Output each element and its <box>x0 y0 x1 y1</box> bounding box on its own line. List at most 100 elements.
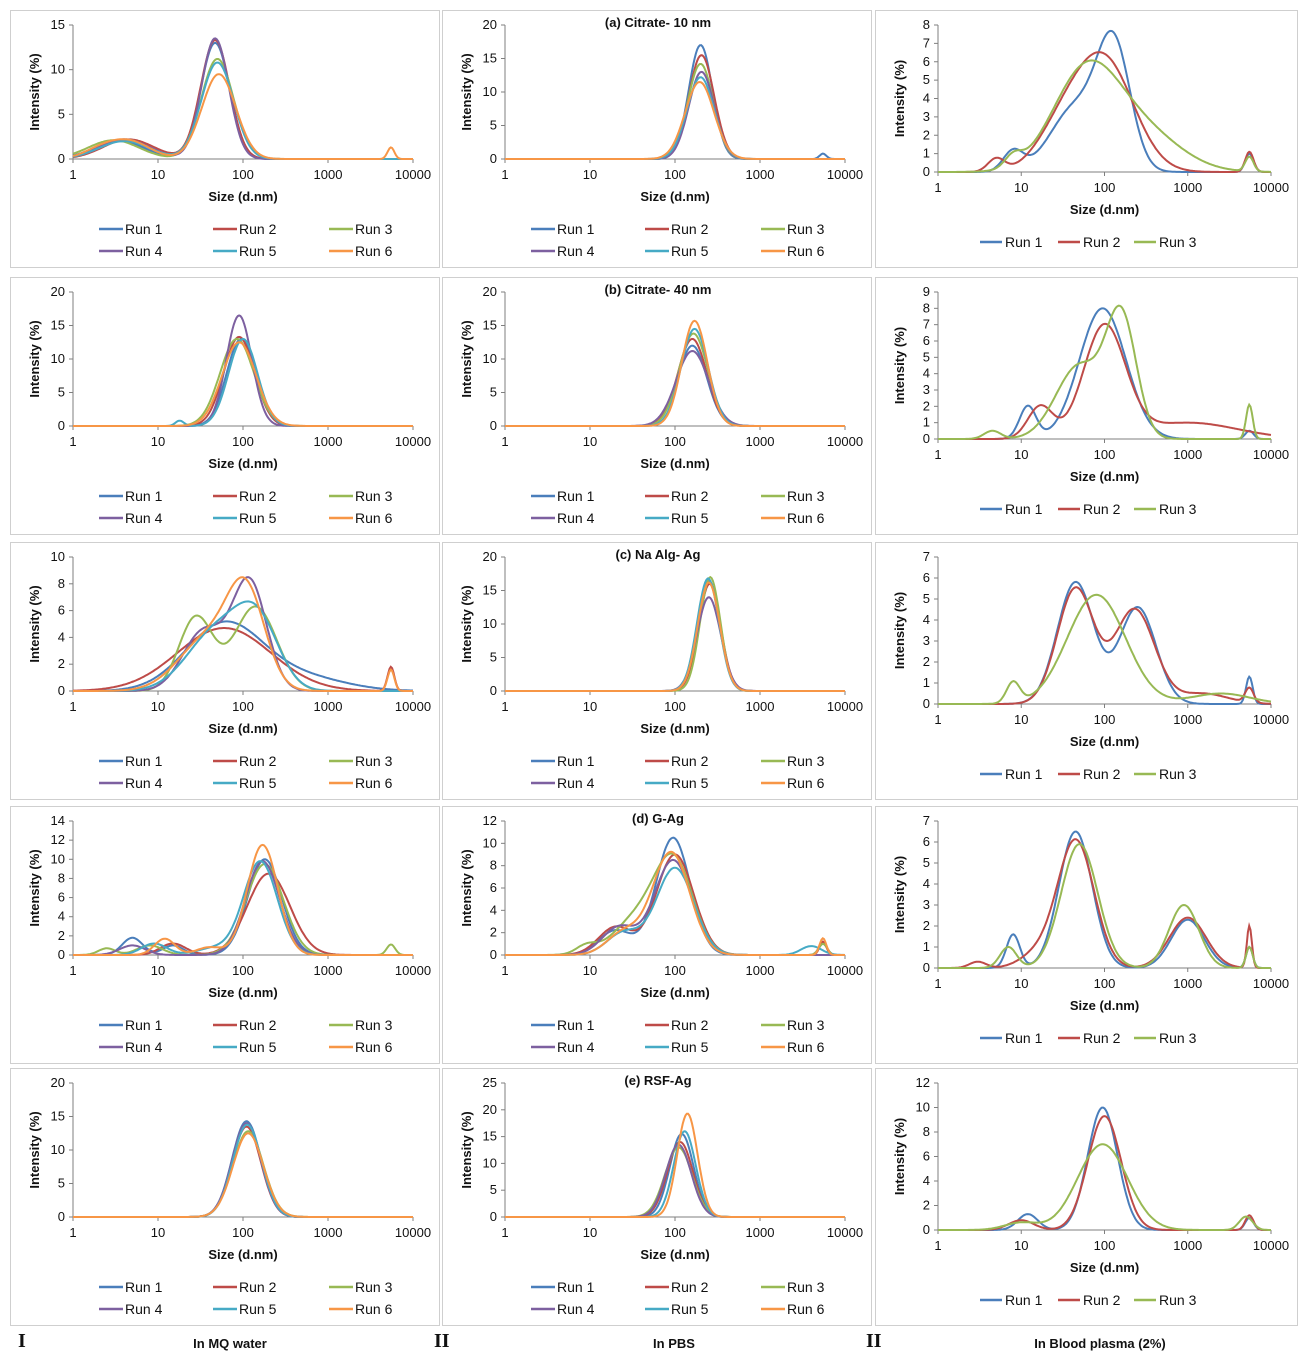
y-tick-label: 15 <box>51 318 65 333</box>
legend-label: Run 6 <box>355 1039 393 1055</box>
series-line-run-3 <box>938 304 1271 440</box>
series-line-run-1 <box>73 338 413 427</box>
y-tick-label: 12 <box>916 1075 930 1090</box>
legend-label: Run 4 <box>557 510 595 526</box>
y-tick-label: 4 <box>58 629 65 644</box>
x-tick-label: 10 <box>151 699 165 714</box>
legend-label: Run 3 <box>1159 501 1197 517</box>
x-tick-label: 10000 <box>1253 712 1289 727</box>
x-tick-label: 1000 <box>746 167 775 182</box>
x-tick-label: 10000 <box>395 963 431 978</box>
x-axis-label: Size (d.nm) <box>1070 734 1139 749</box>
column-label-blood-plasma: In Blood plasma (2%) <box>1034 1336 1166 1351</box>
chart-svg: 0 2 4 6 8 10 12 1 10 100 1000 10000 Size (d.nm) Inten… <box>892 1075 1289 1308</box>
legend-label: Run 2 <box>239 221 277 237</box>
legend-label: Run 4 <box>557 243 595 259</box>
y-tick-label: 14 <box>51 813 65 828</box>
legend-label: Run 2 <box>239 488 277 504</box>
series-line-run-5 <box>505 577 845 692</box>
y-tick-label: 2 <box>923 398 930 413</box>
legend-label: Run 3 <box>1159 1292 1197 1308</box>
legend-label: Run 6 <box>787 243 825 259</box>
legend-label: Run 5 <box>671 243 709 259</box>
legend-label: Run 3 <box>355 1279 393 1295</box>
x-tick-label: 100 <box>664 963 686 978</box>
legend-label: Run 6 <box>355 510 393 526</box>
chart-title: (c) Na Alg- Ag <box>616 547 701 562</box>
x-axis-label: Size (d.nm) <box>640 721 709 736</box>
x-tick-label: 10 <box>1014 1238 1028 1253</box>
x-axis-label: Size (d.nm) <box>1070 202 1139 217</box>
legend-label: Run 6 <box>787 775 825 791</box>
y-tick-label: 6 <box>923 1149 930 1164</box>
y-tick-label: 8 <box>490 858 497 873</box>
x-tick-label: 10 <box>583 963 597 978</box>
series-line-run-2 <box>505 582 845 692</box>
chart-panel-r5-c3: 0 2 4 6 8 10 12 1 10 100 1000 10000 Size (d.nm) Inten… <box>875 1068 1298 1326</box>
chart-svg: 0 5 10 15 20 1 10 100 1000 10000 Size (d.nm) Intens… <box>27 284 431 526</box>
y-tick-label: 1 <box>923 675 930 690</box>
y-tick-label: 2 <box>58 928 65 943</box>
legend-label: Run 5 <box>671 775 709 791</box>
chart-svg: 0 5 10 15 1 10 100 1000 10000 Size (d.nm) Intensit… <box>27 17 431 259</box>
y-tick-label: 0 <box>490 151 497 166</box>
x-tick-label: 10 <box>1014 180 1028 195</box>
x-tick-label: 100 <box>232 1225 254 1240</box>
y-tick-label: 0 <box>923 431 930 446</box>
series-line-run-3 <box>938 593 1272 705</box>
series-line-run-1 <box>938 29 1271 173</box>
legend-label: Run 1 <box>557 488 595 504</box>
x-tick-label: 1000 <box>1173 447 1202 462</box>
y-tick-label: 15 <box>51 1109 65 1124</box>
y-tick-label: 7 <box>923 317 930 332</box>
chart-svg: 0 2 4 6 8 10 1 10 100 1000 10000 Size (d.nm) Intensi… <box>27 549 431 791</box>
legend-label: Run 6 <box>355 243 393 259</box>
y-tick-label: 1 <box>923 146 930 161</box>
y-tick-label: 6 <box>923 333 930 348</box>
x-tick-label: 100 <box>1094 180 1116 195</box>
y-tick-label: 6 <box>923 834 930 849</box>
x-tick-label: 1 <box>69 1225 76 1240</box>
chart-panel-r5-c1: 0 5 10 15 20 1 10 100 1000 10000 Size (d.nm) Intens… <box>10 1068 440 1326</box>
chart-panel-r3-c3: 0 1 2 3 4 5 6 7 1 10 100 1000 10000 Size (d.nm) Intens… <box>875 542 1298 800</box>
y-tick-label: 20 <box>483 284 497 299</box>
legend-label: Run 6 <box>787 1039 825 1055</box>
x-tick-label: 100 <box>232 434 254 449</box>
y-tick-label: 4 <box>923 612 930 627</box>
x-tick-label: 1 <box>69 434 76 449</box>
series-line-run-2 <box>73 335 413 427</box>
chart-svg: 01 234 567 89 1 10 100 1000 10000 Size (d.nm) Inte… <box>892 284 1289 517</box>
series-line-run-6 <box>505 80 845 160</box>
x-axis-label: Size (d.nm) <box>208 721 277 736</box>
legend-label: Run 3 <box>1159 766 1197 782</box>
x-tick-label: 100 <box>664 699 686 714</box>
x-tick-label: 10000 <box>395 167 431 182</box>
y-tick-label: 10 <box>483 1155 497 1170</box>
y-tick-label: 0 <box>923 960 930 975</box>
legend-label: Run 1 <box>125 753 163 769</box>
x-tick-label: 10000 <box>827 434 863 449</box>
y-tick-label: 5 <box>58 1176 65 1191</box>
y-tick-label: 0 <box>490 418 497 433</box>
y-axis-label: Intensity (%) <box>27 53 42 130</box>
legend-label: Run 5 <box>239 775 277 791</box>
legend-label: Run 1 <box>125 1279 163 1295</box>
series-line-run-6 <box>73 843 413 956</box>
series-line-run-2 <box>938 1115 1271 1231</box>
x-axis-label: Size (d.nm) <box>208 985 277 1000</box>
y-tick-label: 3 <box>923 897 930 912</box>
series-line-run-3 <box>73 605 413 692</box>
y-axis-label: Intensity (%) <box>892 592 907 669</box>
y-tick-label: 6 <box>58 603 65 618</box>
legend-label: Run 3 <box>1159 1030 1197 1046</box>
x-tick-label: 100 <box>664 167 686 182</box>
legend-label: Run 1 <box>1005 501 1043 517</box>
legend-label: Run 1 <box>557 1017 595 1033</box>
chart-panel-r4-c1: 0 2 4 6 8 10 12 14 1 10 100 1000 10000 Size (d.nm) Int… <box>10 806 440 1064</box>
x-axis-label: Size (d.nm) <box>1070 469 1139 484</box>
y-tick-label: 0 <box>490 1209 497 1224</box>
x-tick-label: 1000 <box>314 963 343 978</box>
x-tick-label: 1000 <box>746 1225 775 1240</box>
